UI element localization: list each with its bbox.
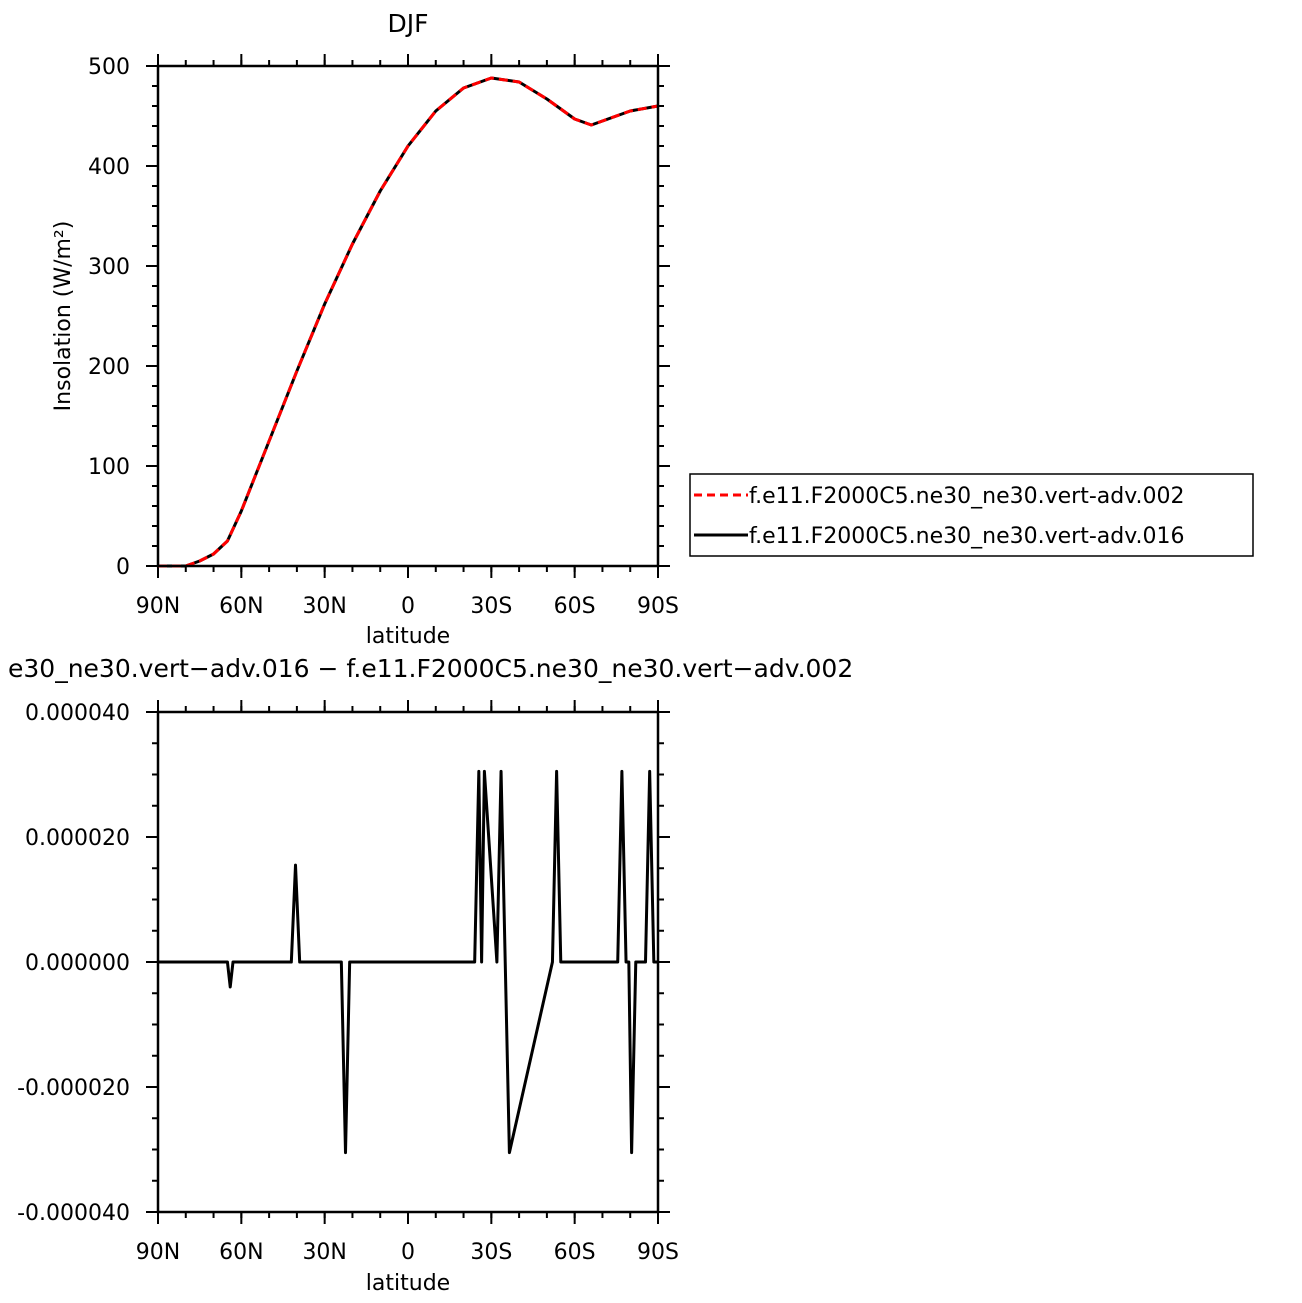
top-series-line-1 xyxy=(158,76,659,568)
bottom-xtick-label: 90N xyxy=(136,1240,180,1265)
top-xtick-label: 60S xyxy=(554,594,596,619)
top-ytick-label: 200 xyxy=(88,355,130,380)
bottom-ytick-label: 0.000040 xyxy=(25,701,130,726)
bottom-chart-title: e30_ne30.vert−adv.016 − f.e11.F2000C5.ne… xyxy=(8,654,853,683)
bottom-xtick-label: 90S xyxy=(637,1240,679,1265)
top-x-axis-label: latitude xyxy=(366,624,450,649)
legend: f.e11.F2000C5.ne30_ne30.vert-adv.002 f.e… xyxy=(689,473,1254,557)
top-ytick-label: 500 xyxy=(88,55,130,80)
top-ytick-label: 100 xyxy=(88,455,130,480)
top-y-axis-label: Insolation (W/m²) xyxy=(51,221,76,412)
bottom-xtick-label: 0 xyxy=(401,1240,415,1265)
bottom-ytick-label: -0.000040 xyxy=(17,1201,130,1226)
top-ytick-label: 400 xyxy=(88,155,130,180)
bottom-x-axis-label: latitude xyxy=(366,1271,450,1296)
top-xtick-label: 30N xyxy=(302,594,346,619)
top-series-layer xyxy=(158,76,659,568)
bottom-plot-frame xyxy=(156,710,660,1214)
bottom-xtick-label: 60N xyxy=(219,1240,263,1265)
bottom-ytick-label: 0.000020 xyxy=(25,826,130,851)
bottom-xtick-label: 30N xyxy=(302,1240,346,1265)
bottom-xtick-label: 60S xyxy=(554,1240,596,1265)
top-axes: 90N 60N 30N 0 30S 60S 90S 0 100 200 300 400 500 xyxy=(88,54,679,619)
insolation-panel: DJF 90N 60N 30N 0 30S 60S 90S0100200300400500 … xyxy=(51,9,1254,649)
top-chart-title: DJF xyxy=(387,9,428,38)
bottom-series-layer xyxy=(158,769,658,1155)
legend-box xyxy=(689,473,1254,557)
top-xtick-label: 90N xyxy=(136,594,180,619)
top-xtick-label: 30S xyxy=(470,594,512,619)
top-xtick-label: 0 xyxy=(401,594,415,619)
bottom-xtick-label: 30S xyxy=(470,1240,512,1265)
bottom-series-line-0 xyxy=(158,769,658,1155)
top-plot-frame xyxy=(156,64,660,568)
top-series-line-0 xyxy=(158,76,659,568)
top-xtick-label: 90S xyxy=(637,594,679,619)
bottom-ytick-label: -0.000020 xyxy=(17,1076,130,1101)
difference-panel: e30_ne30.vert−adv.016 − f.e11.F2000C5.ne… xyxy=(8,654,853,1296)
legend-label-016: f.e11.F2000C5.ne30_ne30.vert-adv.016 xyxy=(749,524,1185,549)
legend-label-002: f.e11.F2000C5.ne30_ne30.vert-adv.002 xyxy=(749,484,1185,509)
top-ytick-label: 300 xyxy=(88,255,130,280)
bottom-ytick-label: 0.000000 xyxy=(25,951,130,976)
top-ytick-label: 0 xyxy=(116,555,130,580)
top-xtick-label: 60N xyxy=(219,594,263,619)
